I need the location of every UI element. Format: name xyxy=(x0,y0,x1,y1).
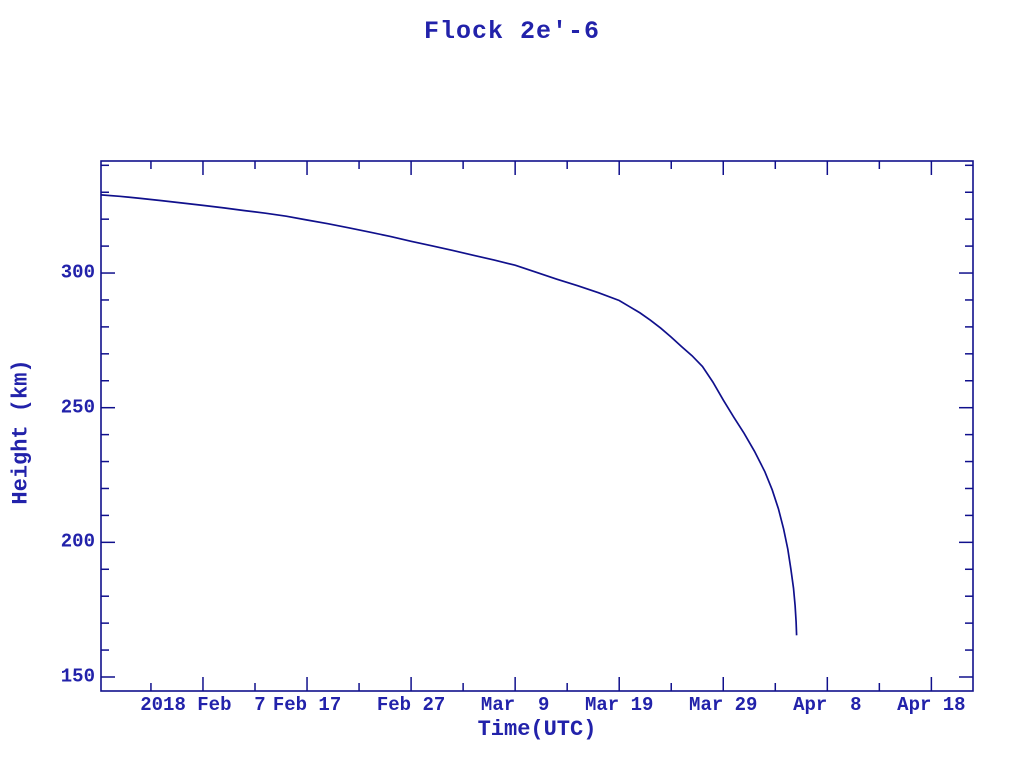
x-tick-label: 2018 Feb 7 xyxy=(140,694,266,716)
chart-title: Flock 2e'-6 xyxy=(423,17,601,46)
height-curve xyxy=(100,194,798,636)
x-tick-label: Apr 18 xyxy=(897,694,966,716)
x-tick-label: Mar 9 xyxy=(480,694,550,716)
x-axis-title: Time(UTC) xyxy=(477,717,597,742)
x-tick-label: Mar 29 xyxy=(689,694,758,716)
x-tick-label: Feb 27 xyxy=(376,694,446,716)
x-tick-label: Feb 17 xyxy=(272,694,342,716)
x-tick-label: Apr 8 xyxy=(793,694,862,716)
y-tick-label: 300 xyxy=(60,261,95,284)
y-tick-label: 150 xyxy=(60,665,95,688)
axes-frame xyxy=(100,160,974,692)
x-tick-label: Mar 19 xyxy=(584,694,654,716)
y-tick-label: 250 xyxy=(60,396,95,419)
y-tick-label: 200 xyxy=(60,530,95,553)
